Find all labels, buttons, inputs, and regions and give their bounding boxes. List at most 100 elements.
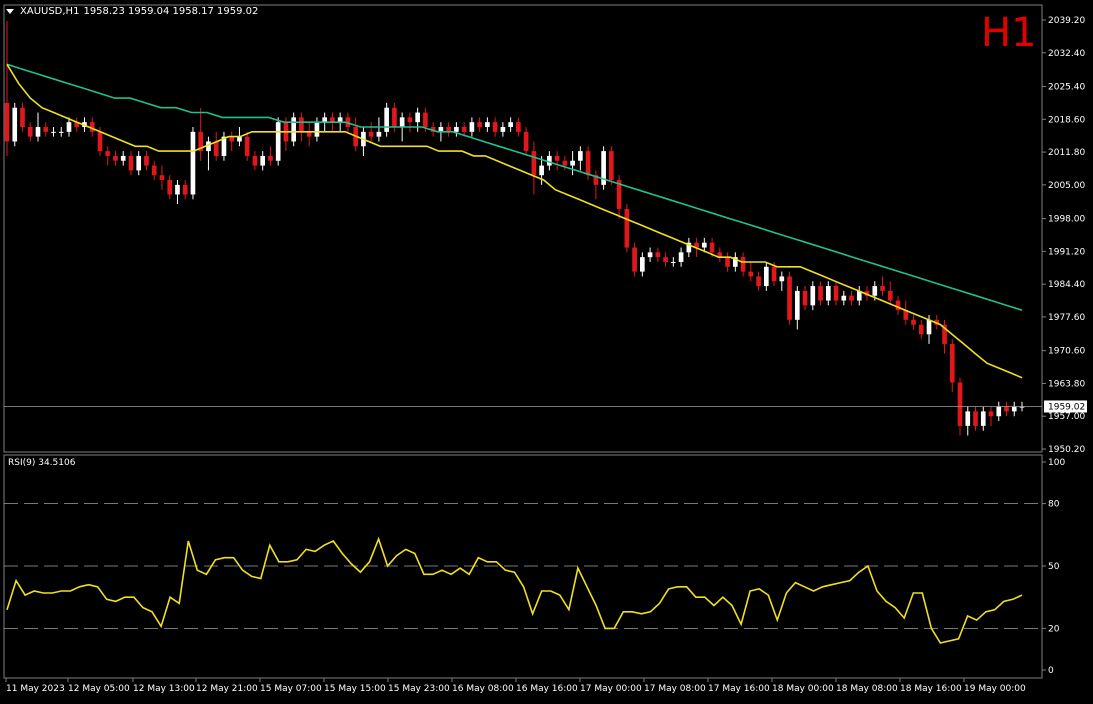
x-tick-label: 16 May 08:00	[452, 684, 514, 694]
price-tick-label: 1957.00	[1048, 412, 1085, 422]
candle-bull	[1019, 406, 1025, 408]
x-tick-label: 17 May 08:00	[644, 684, 706, 694]
candle-bear	[492, 122, 498, 132]
candle-bull	[438, 127, 444, 132]
candle-bear	[151, 165, 157, 176]
candle-bull	[275, 122, 281, 161]
rsi-tick-label: 0	[1048, 666, 1054, 676]
candle-bull	[965, 411, 971, 426]
x-tick-label: 11 May 2023	[6, 684, 65, 694]
candle-bear	[880, 286, 885, 291]
candle-bear	[918, 324, 924, 335]
price-tick-label: 1998.00	[1048, 215, 1085, 225]
candle-bull	[136, 155, 142, 171]
candle-bear	[911, 319, 916, 325]
candle-bull	[794, 290, 800, 320]
candle-bear	[562, 160, 568, 166]
candle-bear	[113, 155, 118, 161]
candle-bear	[849, 295, 854, 301]
candle-bear	[934, 319, 940, 325]
x-tick-label: 12 May 21:00	[196, 684, 258, 694]
candle-bull	[841, 295, 847, 301]
candle-bear	[663, 257, 668, 262]
candle-bull	[686, 242, 692, 253]
price-tick-label: 2039.20	[1048, 16, 1085, 26]
candle-bear	[864, 290, 870, 296]
candle-bull	[206, 141, 211, 152]
current-price-box	[1044, 400, 1087, 413]
current-price-label: 1959.02	[1048, 402, 1085, 412]
candle-bear	[89, 122, 95, 132]
price-tick-label: 1970.60	[1048, 347, 1085, 357]
x-tick-label: 17 May 00:00	[580, 684, 642, 694]
candle-bull	[399, 117, 405, 128]
collapse-triangle-icon[interactable]	[6, 9, 14, 14]
candle-bear	[748, 271, 754, 277]
candle-bear	[430, 127, 436, 132]
price-tick-label: 1977.60	[1048, 313, 1085, 323]
x-tick-label: 19 May 00:00	[964, 684, 1026, 694]
candle-bear	[330, 117, 335, 123]
candle-bull	[415, 112, 420, 123]
candle-bear	[523, 131, 529, 152]
candle-bear	[299, 117, 304, 132]
chart-header: XAUUSD,H1 1958.23 1959.04 1958.17 1959.0…	[6, 6, 258, 17]
candle-bull	[469, 122, 475, 132]
candle-bull	[376, 131, 382, 137]
candle-bear	[244, 136, 250, 156]
candle-bear	[632, 247, 637, 272]
rsi-tick-label: 20	[1048, 624, 1060, 634]
candle-bear	[252, 155, 258, 166]
candle-bear	[957, 382, 963, 426]
candle-bear	[833, 286, 839, 301]
candle-bear	[609, 151, 614, 181]
candle-bull	[190, 131, 196, 195]
candle-bear	[159, 175, 165, 181]
candle-bear	[709, 242, 715, 253]
candle-bull	[260, 155, 266, 166]
price-tick-label: 2011.80	[1048, 148, 1085, 158]
candle-bull	[337, 117, 343, 123]
candle-bear	[368, 131, 374, 137]
candle-bear	[1004, 406, 1009, 412]
candle-bear	[949, 343, 955, 383]
candle-bear	[97, 131, 103, 152]
candle-bear	[740, 257, 746, 272]
candle-bull	[810, 286, 816, 306]
ohlc-readout: 1958.23 1959.04 1958.17 1959.02	[83, 6, 259, 17]
candle-bull	[35, 127, 41, 137]
candle-bear	[624, 208, 630, 248]
candle-bear	[4, 102, 10, 142]
candle-bull	[500, 127, 506, 132]
candle-bull	[12, 107, 18, 142]
price-tick-label: 2025.40	[1048, 83, 1085, 93]
candle-bull	[175, 184, 180, 195]
rsi-tick-label: 50	[1048, 562, 1060, 572]
x-tick-label: 12 May 05:00	[68, 684, 130, 694]
candle-bear	[128, 155, 134, 171]
x-tick-label: 17 May 16:00	[708, 684, 770, 694]
candle-bear	[802, 290, 808, 306]
candle-bear	[423, 112, 428, 128]
price-tick-label: 1991.20	[1048, 247, 1085, 257]
candle-bull	[237, 136, 242, 142]
candle-bull	[996, 406, 1002, 417]
candle-bull	[66, 122, 72, 132]
candle-bull	[485, 122, 490, 128]
candle-bull	[58, 131, 64, 133]
candle-bull	[732, 257, 738, 267]
candle-bear	[27, 127, 33, 137]
rsi-title: RSI(9) 34.5106	[8, 458, 76, 468]
x-tick-label: 18 May 16:00	[900, 684, 962, 694]
candle-bear	[895, 300, 901, 311]
candle-bear	[655, 252, 661, 258]
candle-bear	[105, 151, 111, 156]
candle-bull	[508, 122, 513, 128]
candle-bear	[717, 252, 723, 258]
candle-bear	[771, 266, 777, 282]
candle-bear	[268, 155, 273, 161]
candle-bear	[306, 131, 312, 137]
candle-bear	[616, 180, 622, 209]
candle-bull	[578, 151, 583, 161]
